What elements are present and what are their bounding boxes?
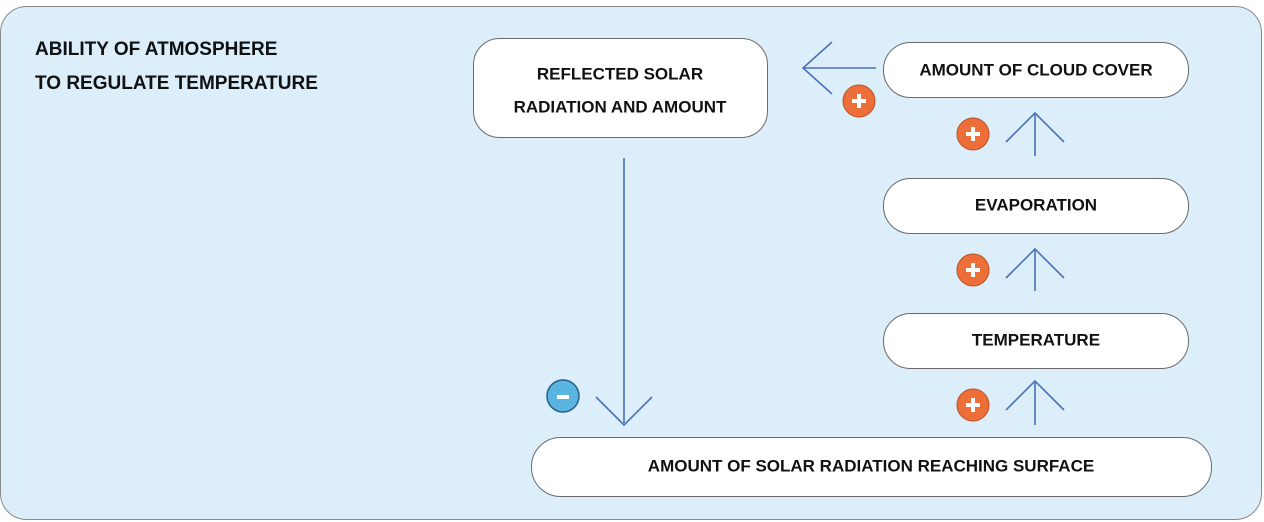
node-label: RADIATION AND AMOUNT [514,97,727,116]
node-box [883,313,1189,369]
arrow-left [801,41,876,95]
panel [0,6,1262,520]
arrow-down [595,158,653,427]
node-box [531,437,1212,497]
node-label: TEMPERATURE [972,330,1100,349]
arrow-up [1005,111,1065,156]
arrows [595,41,1065,427]
title-line: TO REGULATE TEMPERATURE [35,73,318,94]
node-label: AMOUNT OF SOLAR RADIATION REACHING SURFA… [648,456,1094,475]
minus-icon [546,379,580,413]
node-label: AMOUNT OF CLOUD COVER [919,60,1152,79]
node-box [473,38,768,138]
plus-icon [842,84,876,118]
node-label: REFLECTED SOLAR [537,64,703,83]
arrow-up [1005,379,1065,425]
node-box [883,178,1189,234]
title-line: ABILITY OF ATMOSPHERE [35,39,277,60]
node-box [883,42,1189,98]
plus-icon [956,117,990,151]
node-label: EVAPORATION [975,195,1097,214]
plus-icon [956,388,990,422]
plus-icon [956,253,990,287]
arrow-up [1005,247,1065,291]
